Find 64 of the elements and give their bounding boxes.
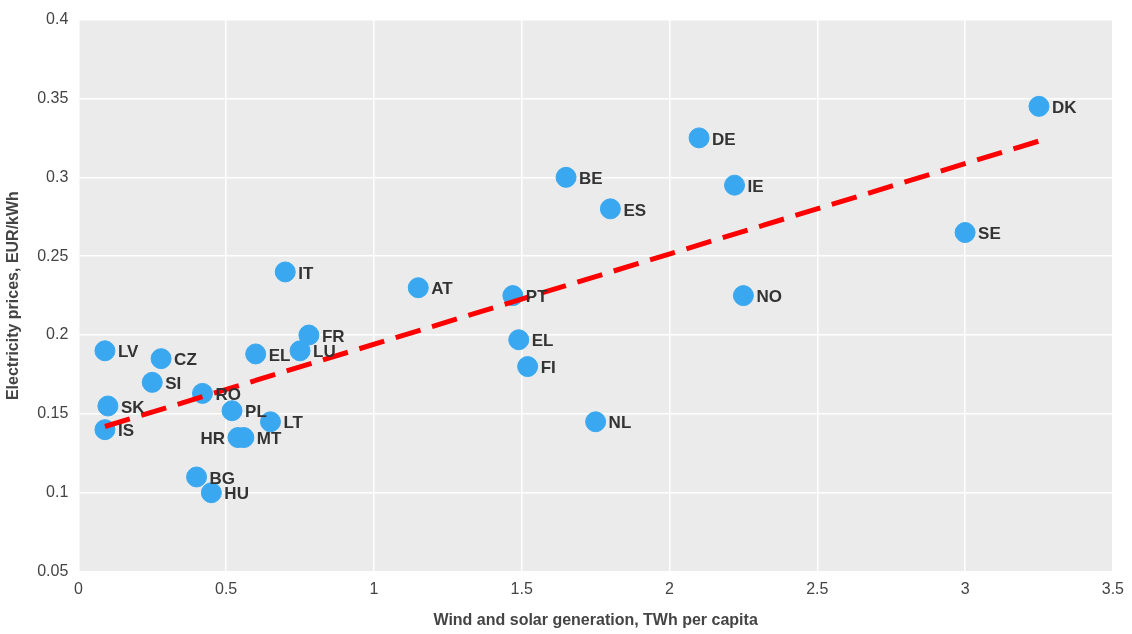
point bbox=[289, 340, 311, 362]
annotation: DK bbox=[1051, 98, 1078, 118]
point bbox=[517, 356, 539, 378]
x-tick-label: 2.5 bbox=[806, 579, 829, 597]
annotation: NL bbox=[608, 413, 632, 433]
point bbox=[732, 285, 754, 307]
y-tick-label: 0.3 bbox=[46, 167, 69, 185]
annotation: SI bbox=[165, 374, 182, 394]
x-tick-label: 3 bbox=[960, 579, 970, 597]
annotation: LV bbox=[117, 342, 140, 362]
point bbox=[94, 340, 116, 362]
annotation: MT bbox=[256, 429, 283, 449]
y-tick-label: 0.1 bbox=[46, 483, 69, 501]
annotation: AT bbox=[431, 279, 454, 299]
y-tick-label: 0.2 bbox=[46, 325, 69, 343]
point bbox=[141, 371, 163, 393]
point bbox=[407, 277, 429, 299]
annotation: SE bbox=[978, 224, 1001, 244]
annotation: IE bbox=[747, 176, 764, 196]
y-tick-label: 0.4 bbox=[46, 10, 69, 28]
point bbox=[150, 348, 172, 370]
point bbox=[508, 329, 530, 351]
annotation: LT bbox=[283, 413, 304, 433]
y-tick-label: 0.05 bbox=[37, 562, 69, 580]
point bbox=[1028, 95, 1050, 117]
point bbox=[724, 174, 746, 196]
point bbox=[585, 411, 607, 433]
point bbox=[186, 466, 208, 488]
point bbox=[954, 222, 976, 244]
annotation: ES bbox=[623, 200, 647, 220]
annotation: PT bbox=[525, 287, 549, 307]
point bbox=[599, 198, 621, 220]
annotation: IT bbox=[298, 263, 314, 283]
annotation: SK bbox=[120, 397, 146, 417]
annotation: BE bbox=[579, 169, 603, 188]
x-tick-label: 3.5 bbox=[1101, 579, 1125, 597]
annotation: RO bbox=[215, 385, 241, 405]
annotation: IS bbox=[117, 421, 135, 441]
point bbox=[688, 127, 710, 149]
annotation: EL bbox=[531, 331, 554, 351]
y-tick-label: 0.15 bbox=[37, 404, 69, 422]
annotation: CZ bbox=[174, 350, 197, 370]
y-tick-label: 0.25 bbox=[37, 246, 69, 264]
x-tick-label: 1 bbox=[369, 579, 379, 597]
point bbox=[200, 482, 222, 504]
annotation: HR bbox=[200, 429, 225, 449]
point bbox=[221, 400, 243, 422]
annotation: NO bbox=[756, 287, 782, 307]
x-tick-label: 0.5 bbox=[215, 579, 238, 597]
point bbox=[274, 261, 296, 283]
y-tick-label: 0.35 bbox=[37, 88, 69, 106]
annotation: PL bbox=[245, 402, 267, 422]
point bbox=[298, 324, 320, 346]
annotation: EL bbox=[268, 345, 291, 365]
point bbox=[245, 343, 267, 365]
annotation: FI bbox=[540, 358, 556, 378]
point bbox=[555, 166, 577, 188]
x-tick-label: 1.5 bbox=[510, 579, 533, 597]
annotation: DE bbox=[712, 129, 736, 149]
point bbox=[97, 395, 119, 417]
y-axis-title: Electricity prices, EUR/kWh bbox=[4, 191, 22, 401]
x-tick-label: 0 bbox=[73, 579, 83, 597]
x-axis-title: Wind and solar generation, TWh per capita bbox=[433, 610, 758, 628]
x-tick-label: 2 bbox=[665, 579, 675, 597]
